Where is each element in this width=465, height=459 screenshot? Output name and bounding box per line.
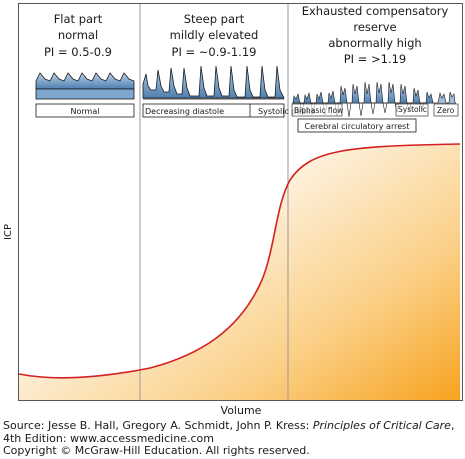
zone-3-pi: PI = >1.19 [344,52,407,66]
citation-suffix: , 4th Edition: www.accessmedicine.com [3,419,455,445]
wave-label-systolic-peaks: Systolic peaks [258,107,315,116]
zone-1-subtitle: normal [58,28,98,42]
wave-label-zero: Zero [437,106,455,115]
zone-normal: Flat part normal PI = 0.5-0.9 Normal [35,12,135,118]
copyright-notice: Copyright © McGraw-Hill Education. All r… [3,444,310,457]
citation-prefix: Source: Jesse B. Hall, Gregory A. Schmid… [3,419,310,432]
zone-mildly-elevated: Steep part mildly elevated PI = ~0.9-1.1… [142,12,315,118]
arrest-waveform-tail [437,91,456,104]
source-citation: Source: Jesse B. Hall, Gregory A. Schmid… [3,419,463,458]
wave-label-systolic: Systolic [398,105,427,114]
normal-wave-box [35,103,135,118]
zone-2-title: Steep part [184,12,245,26]
x-axis-label: Volume [221,404,262,417]
icp-curve [18,143,461,379]
wave-label-cerebral-arrest: Cerebral circulatory arrest [305,122,410,131]
zone-1-title: Flat part [54,12,103,26]
area-under-curve [19,144,460,400]
wave-label-normal: Normal [71,107,100,116]
zone-3-subtitle-2: abnormally high [328,36,421,50]
plot-frame [18,3,463,401]
zone-exhausted-reserve: Exhausted compensatory reserve abnormall… [291,4,459,133]
y-axis-label: ICP [3,224,14,240]
elevated-wave-box [142,103,285,118]
zone-2-pi: PI = ~0.9-1.19 [172,45,257,59]
wave-label-decreasing-diastole: Decreasing diastole [145,107,224,116]
elevated-waveform [142,65,285,99]
cerebral-arrest-box [297,118,417,133]
zero-box [433,103,459,117]
zone-3-subtitle: reserve [353,20,396,34]
wave-label-biphasic-flow: Biphasic flow [294,106,343,115]
arrest-waveform-upper [292,81,434,104]
normal-waveform [35,72,135,90]
zone-2-subtitle: mildly elevated [170,28,259,42]
systolic-box [395,103,429,117]
normal-wave-baseline [35,88,135,100]
citation-book-title: Principles of Critical Care [312,419,451,432]
zone-1-pi: PI = 0.5-0.9 [44,45,112,59]
icp-volume-diagram: ICP Volume Flat part normal PI = 0.5-0.9… [3,3,463,417]
zone-3-title: Exhausted compensatory [302,4,449,18]
biphasic-flow-box [291,103,343,117]
